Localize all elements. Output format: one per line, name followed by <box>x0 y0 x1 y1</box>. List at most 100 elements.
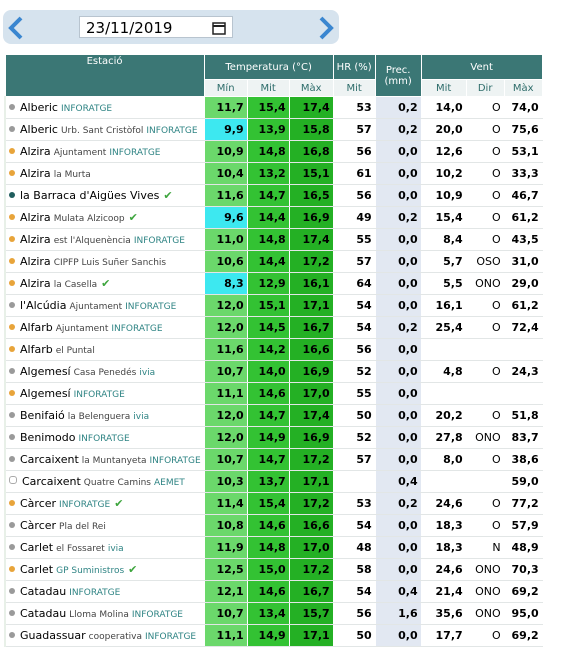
value-cell: 0,4 <box>375 470 422 493</box>
value-cell: 0,0 <box>375 426 422 449</box>
station-cell: Guadassuar cooperativa INFORATGE <box>3 624 205 647</box>
value-cell: N <box>466 536 505 559</box>
value-cell: 58 <box>333 558 376 581</box>
value-cell: 55 <box>333 382 376 405</box>
value-cell: 43,5 <box>504 228 543 251</box>
value-cell: 12,0 <box>204 294 248 317</box>
row: l'Alcúdia Ajuntament INFORATGE 12,0 15,1 17,1… <box>3 294 543 317</box>
status-dot <box>9 522 15 528</box>
value-cell: 15,4 <box>421 206 467 229</box>
place: la Murta <box>53 170 91 180</box>
status-dot <box>9 346 15 352</box>
source: INFORATGE <box>125 302 177 312</box>
place: el Fossaret <box>56 544 105 554</box>
station-cell: Benimodo INFORATGE <box>3 426 205 449</box>
value-cell: 0,2 <box>375 206 422 229</box>
sub-header: Mit <box>332 79 376 97</box>
station-cell: Catadau INFORATGE <box>3 580 205 603</box>
value-cell <box>504 382 543 405</box>
station: Alberic <box>20 123 58 136</box>
station-cell: Alberic INFORATGE <box>3 96 205 119</box>
date-input[interactable]: 23/11/2019 <box>79 16 233 38</box>
value-cell: 17,2 <box>289 448 334 471</box>
value-cell: 0,0 <box>375 536 422 559</box>
station-cell: Alfarb Ajuntament INFORATGE <box>3 316 205 339</box>
value-cell: 13,7 <box>247 470 290 493</box>
station: Algemesí <box>20 365 71 378</box>
value-cell: 11,9 <box>204 536 248 559</box>
value-cell: 17,4 <box>289 96 334 119</box>
row: Algemesí INFORATGE 11,1 14,6 17,0 55 0,0 <box>3 382 543 405</box>
value-cell: 57 <box>333 448 376 471</box>
station: Carlet <box>20 541 54 554</box>
source: INFORATGE <box>69 588 121 598</box>
value-cell: ONO <box>466 602 505 625</box>
value-cell: 70,3 <box>504 558 543 581</box>
value-cell: 12,0 <box>204 426 248 449</box>
verified-icon: ✔ <box>128 563 138 576</box>
row: Càrcer INFORATGE ✔ 11,4 15,4 17,2 53 0,2 24,6 O 77… <box>3 492 543 515</box>
next-day[interactable] <box>317 16 335 40</box>
value-cell: 14,7 <box>247 448 290 471</box>
value-cell: 0,0 <box>375 624 422 647</box>
station: Carcaixent <box>20 453 79 466</box>
value-cell: 0,0 <box>375 250 422 273</box>
value-cell: 50 <box>333 624 376 647</box>
row: Catadau INFORATGE 12,1 14,6 16,7 54 0,4 21,4 ONO… <box>3 580 543 603</box>
value-cell: 53 <box>333 492 376 515</box>
value-cell: 0,0 <box>375 382 422 405</box>
value-cell: 10,4 <box>204 162 248 185</box>
value-cell: 0,0 <box>375 162 422 185</box>
prev-day[interactable] <box>7 16 25 40</box>
row: Carcaixent la Muntanyeta INFORATGE 10,7 14,7… <box>3 448 543 471</box>
row: Càrcer Pla del Rei 10,8 14,6 16,6 54 0,0 18,3 O 5… <box>3 514 543 537</box>
station-cell: l'Alcúdia Ajuntament INFORATGE <box>3 294 205 317</box>
value-cell: 21,4 <box>421 580 467 603</box>
value-cell: 69,2 <box>504 624 543 647</box>
value-cell: O <box>466 404 505 427</box>
value-cell: 13,9 <box>247 118 290 141</box>
value-cell: 16,5 <box>289 184 334 207</box>
value-cell: 17,2 <box>289 250 334 273</box>
col-group: Estació <box>4 54 205 97</box>
value-cell: 24,6 <box>421 492 467 515</box>
value-cell: OSO <box>466 250 505 273</box>
calendar-icon[interactable] <box>212 21 226 35</box>
value-cell: 12,9 <box>247 272 290 295</box>
value-cell: 69,2 <box>504 580 543 603</box>
value-cell: 14,4 <box>247 250 290 273</box>
value-cell: 15,4 <box>247 96 290 119</box>
row: Guadassuar cooperativa INFORATGE 11,1 14,9 17… <box>3 624 543 647</box>
value-cell: 29,0 <box>504 272 543 295</box>
status-dot <box>9 544 15 550</box>
source: INFORATGE <box>133 236 185 246</box>
place: Casa Penedés <box>73 368 137 378</box>
value-cell: 0,0 <box>375 404 422 427</box>
status-dot <box>9 126 15 132</box>
sub-header: Mit <box>246 79 290 97</box>
station-cell: Alzira la Murta <box>3 162 205 185</box>
sub-header: Mit <box>420 79 467 97</box>
value-cell: 0,0 <box>375 448 422 471</box>
status-dot <box>9 192 15 198</box>
value-cell: 15,0 <box>247 558 290 581</box>
station: Benifaió <box>20 409 65 422</box>
value-cell: 61,2 <box>504 206 543 229</box>
station: Alfarb <box>20 343 53 356</box>
station-cell: Carlet GP Suministros ✔ <box>3 558 205 581</box>
source: INFORATGE <box>146 126 198 136</box>
value-cell: 16,7 <box>289 580 334 603</box>
verified-icon: ✔ <box>163 189 173 202</box>
value-cell: 48,9 <box>504 536 543 559</box>
row: Alzira la Murta 10,4 13,2 15,1 61 0,0 10,2 O 33,3 <box>3 162 543 185</box>
value-cell: 17,0 <box>289 536 334 559</box>
station-cell: Carcaixent la Muntanyeta INFORATGE <box>3 448 205 471</box>
station: la Barraca d'Aigües Vives <box>20 189 160 202</box>
value-cell: 16,8 <box>289 140 334 163</box>
value-cell: 50 <box>333 404 376 427</box>
value-cell: 10,2 <box>421 162 467 185</box>
row: Alfarb Ajuntament INFORATGE 12,0 14,5 16,7 54 0… <box>3 316 543 339</box>
value-cell: 13,4 <box>247 602 290 625</box>
value-cell: 14,7 <box>247 184 290 207</box>
value-cell: 10,7 <box>204 448 248 471</box>
